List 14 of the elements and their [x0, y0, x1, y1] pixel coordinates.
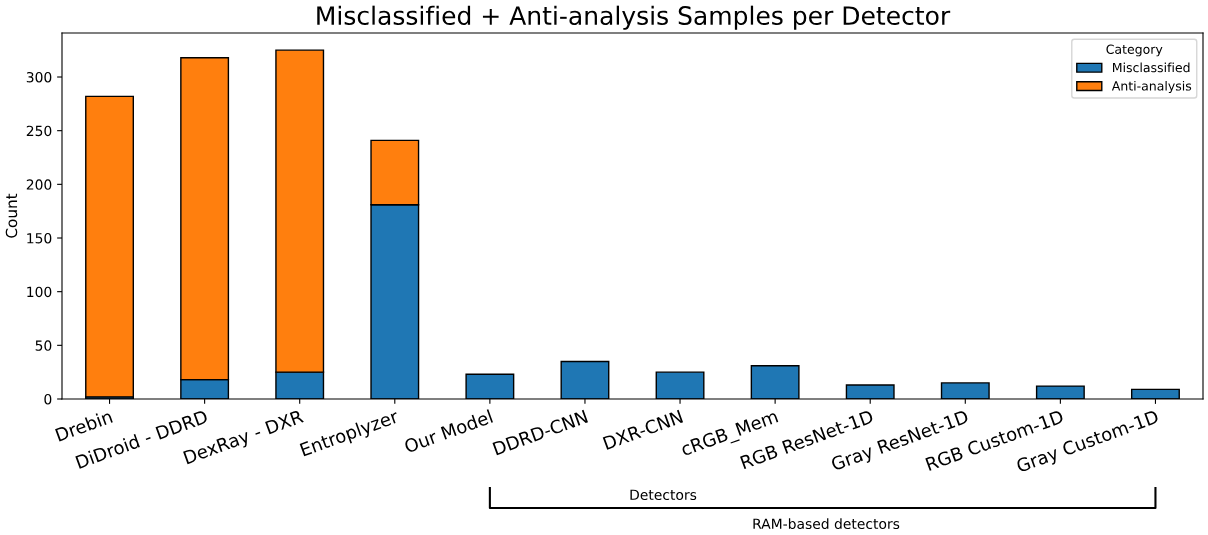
y-axis-title: Count: [5, 193, 18, 238]
y-tick-label: 300: [26, 71, 52, 83]
y-tick-label: 50: [35, 340, 52, 351]
legend-title: Category: [1106, 44, 1163, 57]
text: RAM-based detectors: [753, 518, 900, 530]
chart-title: Misclassified + Anti-analysis Samples per Detector: [317, 5, 951, 30]
y-tick-label: 250: [26, 125, 52, 137]
text: Detectors: [630, 489, 697, 501]
legend-label: Misclassified: [1113, 62, 1190, 73]
legend-label: Anti-analysis: [1111, 80, 1192, 94]
y-tick-label: 150: [27, 232, 52, 244]
y-tick-label: 200: [26, 179, 52, 190]
y-tick-label: 100: [27, 286, 52, 298]
y-tick-label: 0: [44, 393, 52, 405]
